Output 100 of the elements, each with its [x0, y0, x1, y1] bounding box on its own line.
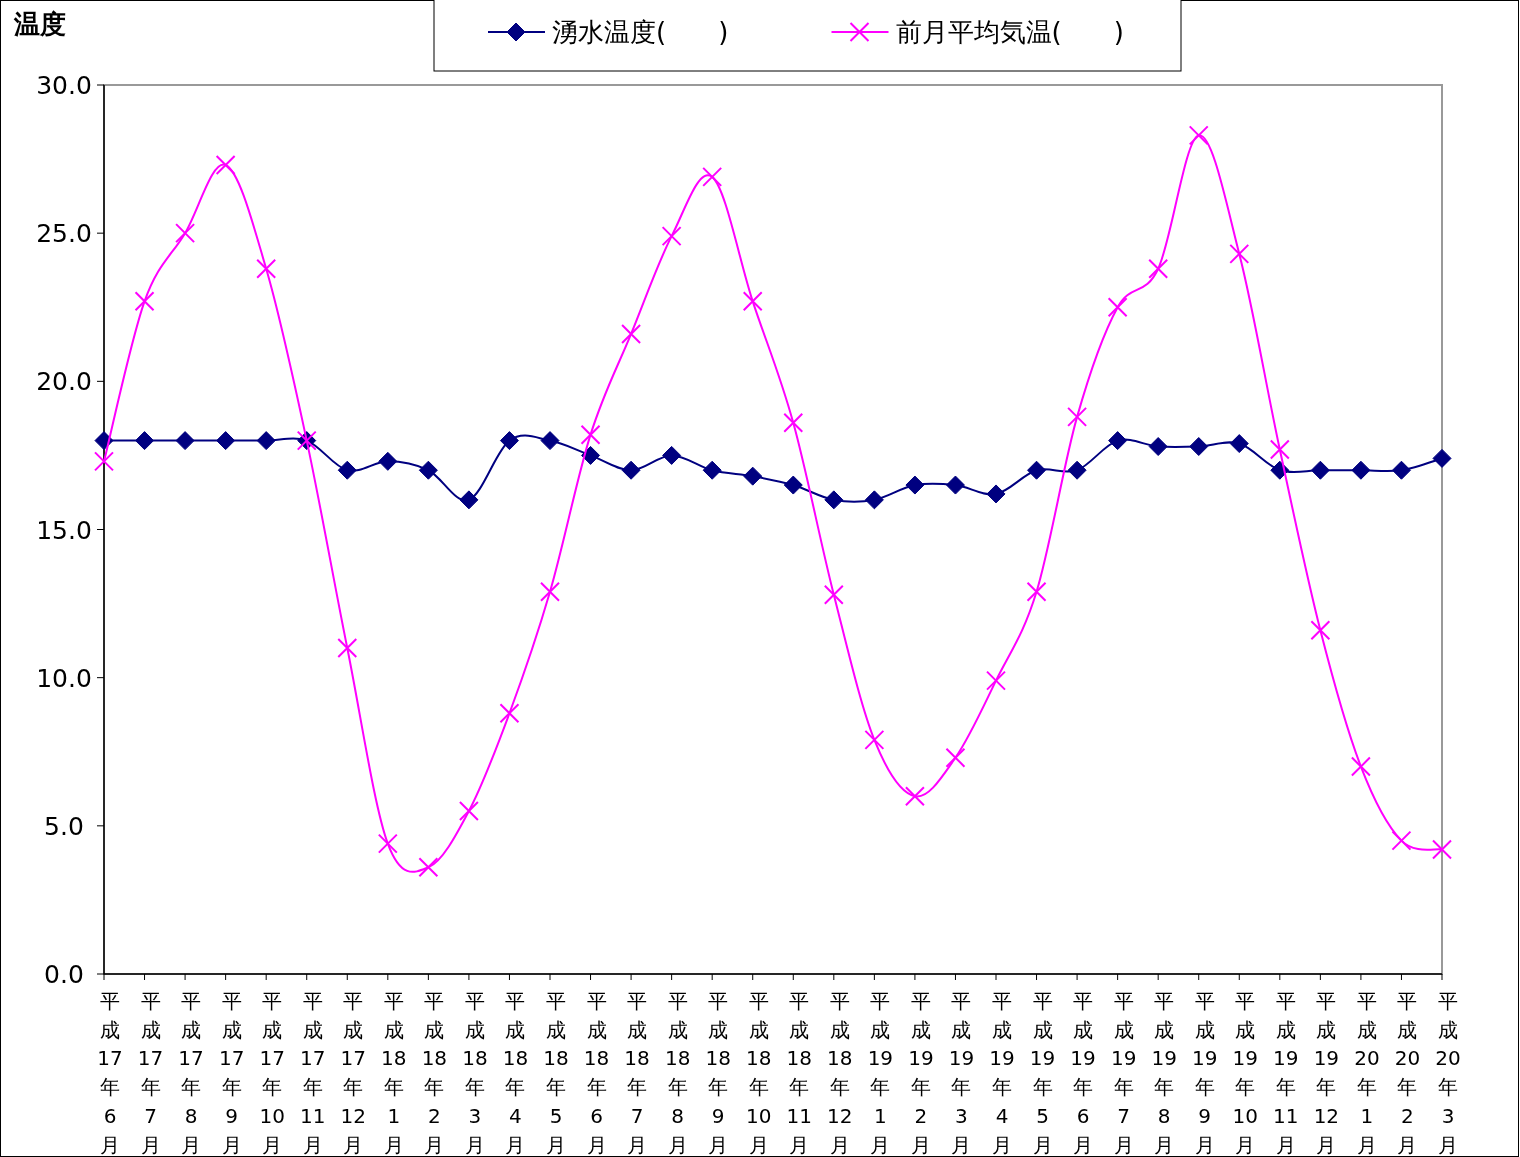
- x-tick-label: 平成18年5月: [543, 989, 569, 1157]
- x-tick-label: 平成19年7月: [1110, 989, 1137, 1157]
- point: [256, 431, 276, 451]
- x-tick-label: 平成18年9月: [705, 989, 731, 1157]
- y-tick-label: 15.0: [36, 515, 92, 545]
- x-tick-label: 平成17年9月: [218, 989, 245, 1157]
- x-tick-label: 平成18年4月: [502, 989, 529, 1157]
- x-tick-label: 平成19年11月: [1273, 989, 1299, 1157]
- point: [1310, 620, 1331, 641]
- x-tick-label: 平成17年12月: [340, 989, 366, 1157]
- x-tick-label: 平成19年9月: [1192, 989, 1218, 1157]
- x-tick-label: 平成19年1月: [867, 989, 894, 1157]
- x-tick-label: 平成19年4月: [989, 989, 1015, 1157]
- x-tick-label: 平成18年8月: [664, 989, 691, 1157]
- point: [1432, 839, 1452, 860]
- point: [499, 703, 520, 724]
- point: [499, 431, 519, 451]
- point: [904, 786, 925, 807]
- point: [864, 729, 885, 750]
- point: [986, 484, 1006, 504]
- point: [1269, 439, 1290, 460]
- y-tick-label: 10.0: [36, 663, 92, 693]
- point: [1108, 431, 1128, 451]
- point: [702, 460, 722, 480]
- x-tick-label: 平成19年5月: [1029, 989, 1056, 1157]
- point: [134, 291, 155, 312]
- x-tick-label: 平成17年10月: [259, 989, 285, 1157]
- x-tick-label: 平成18年7月: [624, 989, 650, 1157]
- point: [175, 431, 195, 451]
- legend-label: 湧水温度( ): [552, 17, 729, 47]
- point: [743, 466, 763, 486]
- point: [1107, 297, 1128, 318]
- point: [986, 670, 1006, 691]
- point: [418, 460, 438, 480]
- point: [378, 451, 398, 471]
- point: [864, 490, 884, 510]
- point: [1027, 460, 1047, 480]
- point: [783, 412, 804, 433]
- x-tick-label: 平成18年1月: [381, 989, 407, 1157]
- x-tick-label: 平成18年12月: [827, 989, 853, 1157]
- x-tick-label: 平成19年10月: [1232, 989, 1258, 1157]
- x-tick-label: 平成20年3月: [1435, 989, 1461, 1157]
- point: [1148, 437, 1168, 457]
- point: [661, 226, 682, 247]
- point: [581, 445, 601, 465]
- x-tick-label: 平成19年6月: [1070, 989, 1096, 1157]
- point: [459, 490, 479, 510]
- point: [216, 431, 236, 451]
- x-tick-label: 平成19年2月: [908, 989, 934, 1157]
- y-axis-title: 温度: [13, 9, 66, 39]
- point: [1350, 756, 1371, 777]
- point: [1351, 460, 1371, 480]
- y-tick-label: 30.0: [36, 71, 92, 100]
- point: [621, 460, 641, 480]
- legend-label: 前月平均気温( ): [895, 17, 1124, 47]
- point: [945, 475, 965, 495]
- x-tick-label: 平成17年11月: [300, 989, 326, 1157]
- point: [702, 166, 723, 187]
- point: [662, 445, 682, 465]
- point: [135, 431, 155, 451]
- point: [337, 460, 357, 480]
- point: [1391, 830, 1412, 851]
- y-tick-label: 0.0: [44, 960, 84, 989]
- point: [418, 857, 439, 878]
- point: [580, 424, 601, 445]
- point: [337, 638, 358, 659]
- x-tick-label: 平成18年6月: [583, 989, 610, 1157]
- point: [1310, 460, 1330, 480]
- point: [458, 801, 479, 822]
- point: [540, 581, 560, 602]
- point: [905, 475, 925, 495]
- point: [1067, 460, 1087, 480]
- point: [1188, 125, 1209, 146]
- point: [94, 431, 114, 451]
- point: [256, 258, 277, 279]
- x-tick-label: 平成19年12月: [1313, 989, 1340, 1157]
- point: [824, 490, 844, 510]
- x-tick-label: 平成20年2月: [1394, 989, 1421, 1157]
- x-tick-label: 平成17年7月: [137, 989, 164, 1157]
- x-tick-label: 平成17年8月: [178, 989, 204, 1157]
- y-tick-label: 20.0: [36, 367, 92, 397]
- x-tick-label: 平成17年6月: [97, 989, 123, 1157]
- point: [94, 451, 114, 472]
- point: [823, 584, 844, 605]
- point: [1391, 460, 1411, 480]
- point: [621, 323, 642, 344]
- point: [540, 431, 560, 451]
- x-tick-label: 平成18年11月: [786, 989, 812, 1157]
- point: [783, 475, 803, 495]
- point: [215, 155, 236, 176]
- point: [1067, 406, 1088, 427]
- y-tick-label: 25.0: [36, 219, 92, 249]
- point: [742, 291, 763, 312]
- x-tick-label: 平成20年1月: [1354, 989, 1380, 1157]
- point: [377, 833, 398, 854]
- point: [1432, 448, 1452, 468]
- x-tick-label: 平成19年8月: [1151, 989, 1177, 1157]
- point: [1148, 258, 1169, 279]
- x-tick-label: 平成18年10月: [746, 989, 772, 1157]
- point: [1229, 434, 1249, 454]
